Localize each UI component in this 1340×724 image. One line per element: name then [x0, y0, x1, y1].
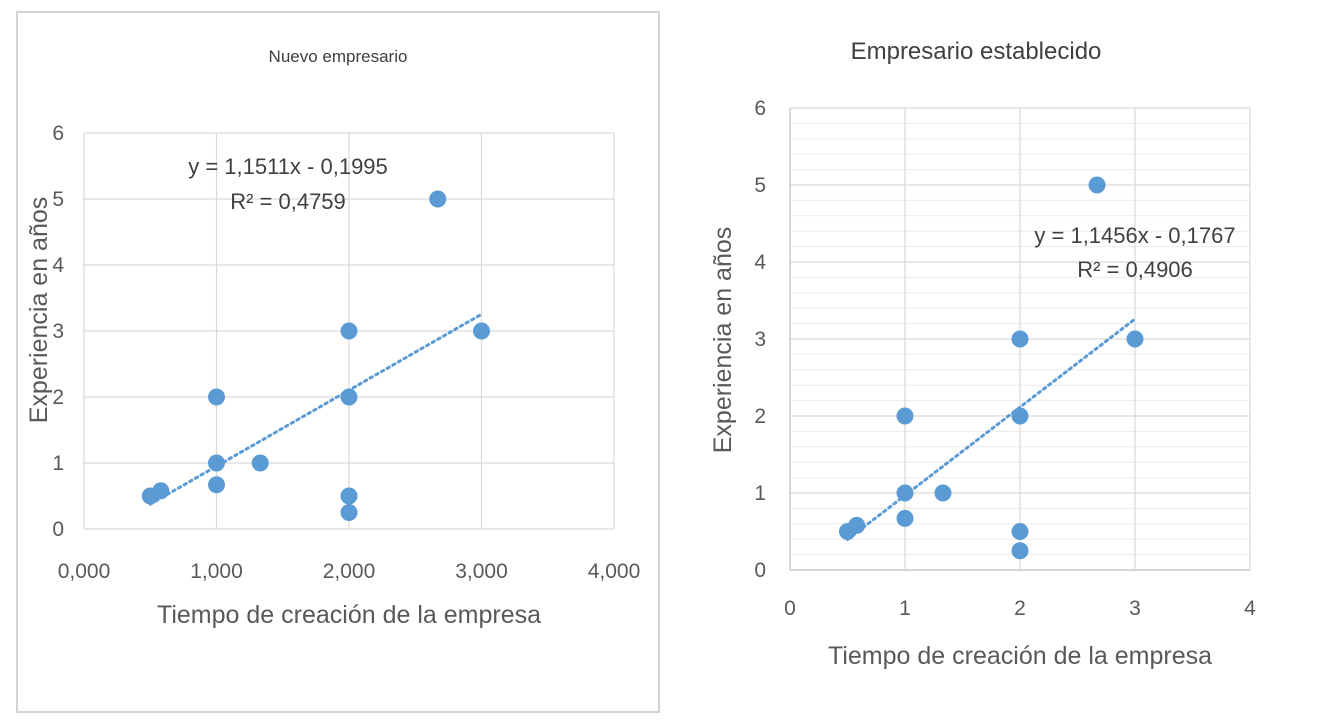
- chart-2-data-point: [1126, 330, 1144, 348]
- chart-2-y-axis-label: Experiencia en años: [709, 227, 737, 454]
- chart-1-data-point: [340, 388, 358, 406]
- chart-2-y-tick-label: 5: [754, 174, 766, 197]
- chart-2-y-tick-label: 0: [754, 559, 766, 582]
- chart-1-y-tick-label: 3: [52, 320, 64, 343]
- chart-1-x-tick-label: 4,000: [588, 560, 641, 583]
- chart-1-data-point: [340, 487, 358, 505]
- chart-1-data-point: [340, 322, 358, 340]
- chart-1-y-tick-label: 5: [52, 188, 64, 211]
- chart-1-data-point: [208, 476, 225, 494]
- chart-2-data-point: [1011, 330, 1029, 348]
- chart-empresario-establecido: 0 1 2 3 4 5 6 0 1 2 3 4 Empresario establecido Tie…: [709, 38, 1256, 670]
- chart-2-y-tick-label: 1: [754, 482, 766, 505]
- chart-2-x-tick-label: 2: [1014, 597, 1026, 620]
- chart-2-r-squared: R² = 0,4906: [1077, 257, 1193, 282]
- chart-2-data-point: [896, 509, 914, 527]
- chart-2-x-tick-label: 4: [1244, 597, 1256, 620]
- chart-1-y-tick-label: 0: [52, 518, 64, 541]
- chart-2-y-tick-label: 6: [754, 97, 766, 120]
- chart-2-y-tick-label: 2: [754, 405, 766, 428]
- chart-1-trendline: [148, 312, 483, 506]
- chart-1-frame: [16, 11, 660, 713]
- chart-2-y-ticks: 0 1 2 3 4 5 6: [754, 97, 766, 582]
- chart-1-x-ticks: 0,000 1,000 2,000 3,000 4,000: [58, 560, 641, 583]
- chart-1-y-tick-label: 4: [52, 254, 64, 277]
- chart-2-data-point: [896, 484, 914, 502]
- chart-2-gridlines: [789, 107, 1251, 571]
- chart-1-title: Nuevo empresario: [269, 47, 408, 66]
- chart-2-y-tick-label: 4: [754, 251, 766, 274]
- chart-2-data-point: [848, 516, 866, 534]
- chart-2-data-point: [934, 484, 952, 502]
- chart-1-trendline-group: [148, 312, 483, 506]
- chart-1-x-axis-label: Tiempo de creación de la empresa: [157, 601, 541, 629]
- chart-1-y-axis-label: Experiencia en años: [25, 197, 53, 424]
- chart-1-data-point: [340, 504, 358, 521]
- chart-1-data-point: [208, 388, 225, 406]
- chart-1-y-tick-label: 2: [52, 386, 64, 409]
- chart-1-data-point: [251, 454, 269, 472]
- chart-1-x-tick-label: 3,000: [455, 560, 508, 583]
- chart-2-x-ticks: 0 1 2 3 4: [784, 597, 1256, 620]
- chart-2-data-point: [1011, 542, 1029, 560]
- chart-1-y-tick-label: 6: [52, 122, 64, 145]
- chart-1-y-tick-label: 1: [52, 452, 64, 475]
- chart-1-equation: y = 1,1511x - 0,1995: [188, 154, 388, 179]
- chart-1-data-point: [208, 454, 225, 472]
- chart-1-r-squared: R² = 0,4759: [230, 189, 346, 214]
- chart-2-title: Empresario establecido: [851, 38, 1102, 65]
- chart-1-data-point: [429, 190, 447, 208]
- chart-2-y-tick-label: 3: [754, 328, 766, 351]
- chart-1-points: [141, 190, 490, 521]
- chart-2-data-point: [1011, 407, 1029, 425]
- chart-1-data-point: [473, 322, 490, 340]
- chart-2-points: [839, 176, 1144, 560]
- chart-1-y-ticks: 0 1 2 3 4 5 6: [52, 122, 64, 541]
- chart-2-x-tick-label: 3: [1129, 597, 1141, 620]
- chart-1-x-tick-label: 1,000: [190, 560, 243, 583]
- chart-1-data-point: [152, 482, 170, 500]
- chart-2-x-tick-label: 0: [784, 597, 796, 620]
- chart-2-x-axis-label: Tiempo de creación de la empresa: [828, 642, 1212, 670]
- chart-nuevo-empresario: 0 1 2 3 4 5 6 0,000 1,000 2,000 3,000 4,000 Nuevo …: [25, 47, 640, 629]
- chart-2-data-point: [1011, 523, 1029, 540]
- chart-2-data-point: [1088, 176, 1106, 194]
- chart-1-x-tick-label: 2,000: [323, 560, 376, 583]
- chart-2-x-tick-label: 1: [899, 597, 911, 620]
- chart-1-x-tick-label: 0,000: [58, 560, 111, 583]
- chart-2-equation: y = 1,1456x - 0,1767: [1034, 223, 1235, 248]
- chart-2-trendline: [846, 317, 1137, 542]
- chart-2-data-point: [896, 407, 914, 425]
- chart-2-trendline-group: [846, 317, 1137, 542]
